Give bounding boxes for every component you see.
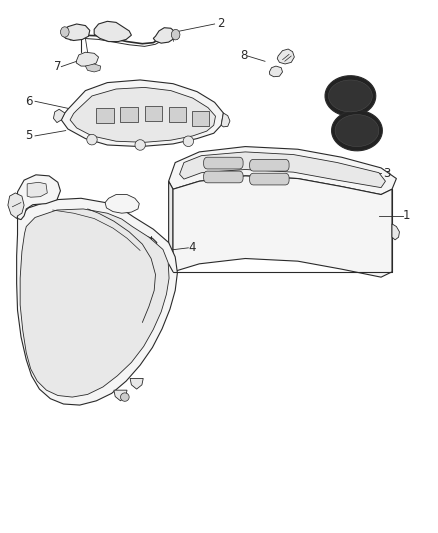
Polygon shape <box>61 80 223 147</box>
Polygon shape <box>87 134 97 145</box>
Polygon shape <box>20 209 169 397</box>
Text: 8: 8 <box>240 50 247 62</box>
Polygon shape <box>221 113 230 127</box>
Polygon shape <box>18 175 60 220</box>
Polygon shape <box>85 64 101 72</box>
Polygon shape <box>96 108 114 123</box>
Polygon shape <box>120 393 129 401</box>
Polygon shape <box>153 28 175 43</box>
Polygon shape <box>269 66 283 77</box>
Polygon shape <box>120 107 138 122</box>
Text: 2: 2 <box>217 18 224 30</box>
Polygon shape <box>392 224 399 240</box>
Polygon shape <box>169 107 186 122</box>
Polygon shape <box>94 21 131 42</box>
Polygon shape <box>76 52 99 66</box>
Polygon shape <box>130 378 143 389</box>
Polygon shape <box>250 173 289 185</box>
Polygon shape <box>325 76 376 116</box>
Polygon shape <box>192 111 209 126</box>
Text: 6: 6 <box>25 95 33 108</box>
Polygon shape <box>180 152 385 188</box>
Text: 3: 3 <box>383 167 391 180</box>
Polygon shape <box>145 106 162 121</box>
Polygon shape <box>250 159 289 171</box>
Polygon shape <box>277 49 294 64</box>
Polygon shape <box>204 157 243 169</box>
Polygon shape <box>53 109 65 123</box>
Polygon shape <box>105 195 139 213</box>
Polygon shape <box>8 193 24 219</box>
Text: 1: 1 <box>403 209 410 222</box>
Polygon shape <box>169 181 173 272</box>
Polygon shape <box>135 140 145 150</box>
Polygon shape <box>183 136 194 147</box>
Polygon shape <box>17 198 177 405</box>
Polygon shape <box>332 110 382 151</box>
Polygon shape <box>114 390 127 401</box>
Polygon shape <box>173 176 392 277</box>
Polygon shape <box>335 115 379 147</box>
Polygon shape <box>60 27 69 37</box>
Text: 7: 7 <box>54 60 61 73</box>
Polygon shape <box>115 236 157 251</box>
Text: 4: 4 <box>188 241 196 254</box>
Polygon shape <box>328 80 372 112</box>
Text: 5: 5 <box>25 130 33 142</box>
Polygon shape <box>70 87 215 142</box>
Polygon shape <box>171 29 180 40</box>
Polygon shape <box>204 171 243 183</box>
Polygon shape <box>169 147 396 195</box>
Polygon shape <box>27 182 47 197</box>
Polygon shape <box>63 24 90 41</box>
